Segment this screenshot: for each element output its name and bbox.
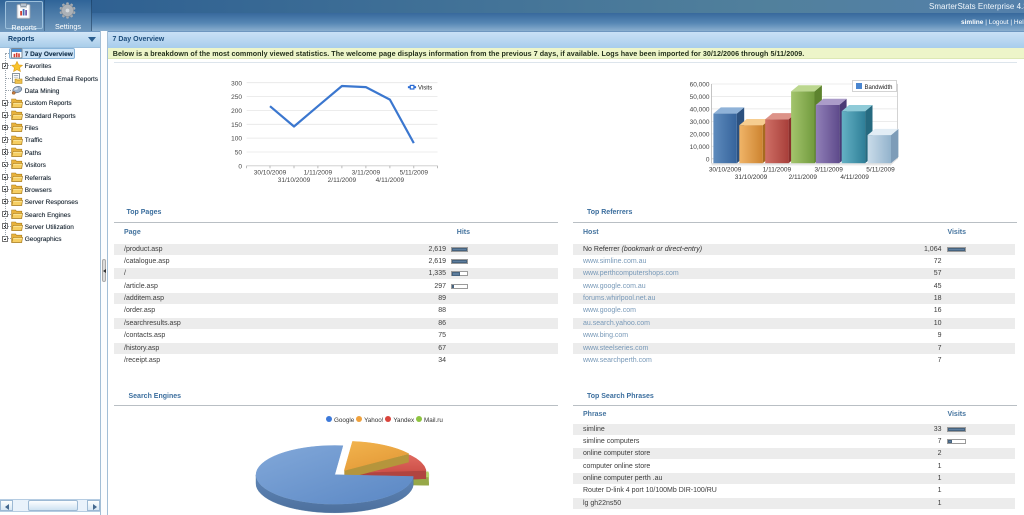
svg-text:50,000: 50,000 — [690, 94, 710, 101]
svg-text:30/10/2009: 30/10/2009 — [254, 170, 287, 177]
svg-text:Bandwidth: Bandwidth — [865, 85, 893, 91]
svg-text:5/11/2009: 5/11/2009 — [400, 170, 429, 177]
svg-text:1/11/2009: 1/11/2009 — [304, 170, 333, 177]
svg-text:40,000: 40,000 — [690, 107, 710, 114]
svg-text:Visits: Visits — [418, 86, 432, 92]
svg-text:60,000: 60,000 — [690, 82, 710, 89]
svg-text:250: 250 — [231, 94, 242, 101]
svg-text:20,000: 20,000 — [690, 132, 710, 139]
svg-text:31/10/2009: 31/10/2009 — [278, 177, 311, 184]
svg-text:50: 50 — [235, 150, 243, 157]
svg-text:150: 150 — [231, 122, 242, 129]
svg-text:3/11/2009: 3/11/2009 — [352, 170, 381, 177]
svg-text:30,000: 30,000 — [690, 119, 710, 126]
svg-text:1/11/2009: 1/11/2009 — [763, 167, 792, 174]
svg-text:300: 300 — [231, 80, 242, 87]
svg-text:0: 0 — [238, 163, 242, 170]
svg-text:100: 100 — [231, 136, 242, 143]
svg-text:5/11/2009: 5/11/2009 — [866, 167, 895, 174]
svg-text:2/11/2009: 2/11/2009 — [328, 177, 357, 184]
svg-text:31/10/2009: 31/10/2009 — [735, 174, 768, 181]
svg-text:4/11/2009: 4/11/2009 — [376, 177, 405, 184]
svg-text:3/11/2009: 3/11/2009 — [814, 167, 843, 174]
svg-text:2/11/2009: 2/11/2009 — [789, 174, 818, 181]
svg-text:10,000: 10,000 — [690, 144, 710, 151]
svg-text:30/10/2009: 30/10/2009 — [709, 167, 742, 174]
svg-text:200: 200 — [231, 108, 242, 115]
svg-text:4/11/2009: 4/11/2009 — [840, 174, 869, 181]
svg-text:0: 0 — [706, 156, 710, 163]
